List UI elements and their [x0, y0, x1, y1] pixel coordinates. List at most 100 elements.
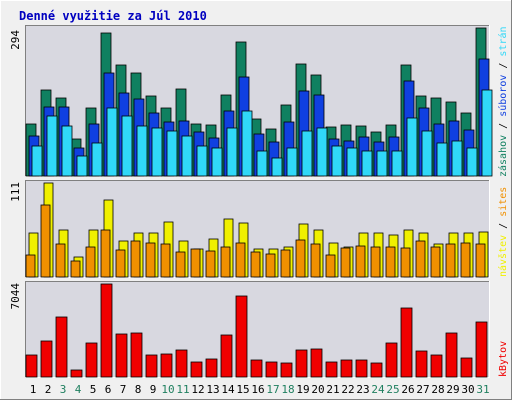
- x-tick-label-day-4: 4: [75, 383, 82, 396]
- x-tick-label-day-19: 19: [296, 383, 309, 396]
- bar-bottom-kBytov-day-18: [280, 362, 293, 378]
- bar-top-strán-day-2: [46, 115, 58, 177]
- bar-bottom-kBytov-day-4: [70, 369, 83, 378]
- x-tick-label-day-15: 15: [236, 383, 249, 396]
- legend-entry: /: [498, 117, 509, 135]
- x-tick-label-day-29: 29: [446, 383, 459, 396]
- bar-top-strán-day-31: [481, 89, 493, 177]
- legend-entry: súborov: [497, 75, 509, 117]
- legend-entry: zásahov: [497, 135, 509, 177]
- bar-top-strán-day-12: [196, 145, 208, 177]
- bar-top-strán-day-24: [376, 150, 388, 177]
- bar-middle-sites-day-19: [295, 239, 306, 278]
- bar-bottom-kBytov-day-26: [400, 307, 413, 378]
- x-tick-label-day-17: 17: [266, 383, 279, 396]
- bar-top-strán-day-13: [211, 147, 223, 177]
- bar-bottom-kBytov-day-1: [25, 354, 38, 378]
- bar-top-strán-day-27: [421, 130, 433, 177]
- bar-middle-sites-day-12: [190, 248, 201, 278]
- panel-bottom-ymax-label: 7044: [9, 283, 22, 310]
- x-tick-label-day-6: 6: [105, 383, 112, 396]
- bar-top-strán-day-25: [391, 150, 403, 177]
- bar-top-strán-day-22: [346, 147, 358, 177]
- bar-middle-sites-day-28: [430, 246, 441, 278]
- panel-bottom: 7044 kBytov: [9, 281, 509, 378]
- bar-bottom-kBytov-day-21: [325, 361, 338, 378]
- bar-bottom-kBytov-day-17: [265, 361, 278, 378]
- x-tick-label-day-21: 21: [326, 383, 339, 396]
- x-tick-label-day-22: 22: [341, 383, 354, 396]
- bar-middle-sites-day-3: [55, 243, 66, 278]
- bar-middle-sites-day-27: [415, 240, 426, 278]
- x-tick-label-day-8: 8: [135, 383, 142, 396]
- bar-top-strán-day-21: [331, 145, 343, 177]
- x-tick-label-day-18: 18: [281, 383, 294, 396]
- bar-bottom-kBytov-day-2: [40, 340, 53, 378]
- bar-top-strán-day-30: [466, 147, 478, 177]
- bar-top-strán-day-9: [151, 127, 163, 177]
- bar-bottom-kBytov-day-9: [145, 354, 158, 378]
- bar-top-strán-day-7: [121, 115, 133, 177]
- bar-top-strán-day-3: [61, 125, 73, 177]
- bar-middle-sites-day-22: [340, 247, 351, 278]
- bar-top-strán-day-29: [451, 140, 463, 177]
- x-tick-label-day-27: 27: [416, 383, 429, 396]
- bar-middle-sites-day-16: [250, 251, 261, 278]
- panel-middle: 111 návštev / sites: [9, 180, 509, 278]
- bar-bottom-kBytov-day-10: [160, 353, 173, 378]
- bar-middle-sites-day-14: [220, 246, 231, 278]
- legend-entry: sites: [498, 187, 509, 217]
- x-tick-label-day-23: 23: [356, 383, 369, 396]
- bar-top-strán-day-28: [436, 142, 448, 177]
- bar-bottom-kBytov-day-6: [100, 283, 113, 378]
- bar-middle-sites-day-23: [355, 245, 366, 278]
- bar-bottom-kBytov-day-7: [115, 333, 128, 378]
- bar-middle-sites-day-5: [85, 246, 96, 278]
- x-tick-label-day-3: 3: [60, 383, 67, 396]
- x-tick-label-day-13: 13: [206, 383, 219, 396]
- x-tick-label-day-9: 9: [150, 383, 157, 396]
- panel-middle-legend: návštev / sites: [497, 187, 509, 277]
- bar-top-strán-day-8: [136, 125, 148, 177]
- bar-bottom-kBytov-day-8: [130, 332, 143, 378]
- legend-entry: kBytov: [498, 341, 509, 377]
- bar-bottom-kBytov-day-25: [385, 342, 398, 378]
- bar-middle-sites-day-4: [70, 260, 81, 278]
- bar-bottom-kBytov-day-5: [85, 342, 98, 378]
- bar-middle-sites-day-20: [310, 243, 321, 278]
- bar-bottom-kBytov-day-31: [475, 321, 488, 378]
- bar-middle-sites-day-2: [40, 204, 51, 278]
- bar-top-strán-day-1: [31, 145, 43, 177]
- x-tick-label-day-7: 7: [120, 383, 127, 396]
- bar-middle-sites-day-10: [160, 243, 171, 278]
- x-tick-label-day-11: 11: [176, 383, 189, 396]
- bar-middle-sites-day-1: [25, 254, 36, 278]
- panel-top-legend: zásahov / súborov / strán: [497, 26, 509, 177]
- panel-top: 294 zásahov / súborov / strán: [9, 25, 509, 177]
- legend-entry: návštev: [497, 235, 509, 277]
- bar-middle-sites-day-24: [370, 246, 381, 278]
- bar-bottom-kBytov-day-12: [190, 361, 203, 378]
- bar-top-strán-day-16: [256, 150, 268, 177]
- bar-bottom-kBytov-day-11: [175, 349, 188, 378]
- bar-middle-sites-day-29: [445, 243, 456, 278]
- x-axis-labels: 1 2 3 4 5 6 7 8 9 10 11 12 13 14 15 16 17 18 19 20 21 22 23 24 2…: [30, 383, 490, 396]
- bar-middle-sites-day-17: [265, 253, 276, 278]
- x-tick-label-day-5: 5: [90, 383, 97, 396]
- legend-entry: strán: [497, 26, 509, 56]
- bar-bottom-kBytov-day-24: [370, 362, 383, 378]
- bar-bottom-kBytov-day-19: [295, 349, 308, 378]
- bar-middle-sites-day-18: [280, 249, 291, 278]
- bar-middle-sites-day-9: [145, 242, 156, 278]
- bar-bottom-kBytov-day-28: [430, 354, 443, 378]
- x-tick-label-day-25: 25: [386, 383, 399, 396]
- legend-entry: /: [498, 57, 509, 75]
- bar-top-strán-day-11: [181, 135, 193, 177]
- bar-bottom-kBytov-day-30: [460, 357, 473, 378]
- bar-top-strán-day-4: [76, 155, 88, 177]
- bar-top-strán-day-15: [241, 110, 253, 177]
- x-tick-label-day-12: 12: [191, 383, 204, 396]
- bar-bottom-kBytov-day-13: [205, 358, 218, 378]
- panel-bottom-legend: kBytov: [498, 341, 509, 377]
